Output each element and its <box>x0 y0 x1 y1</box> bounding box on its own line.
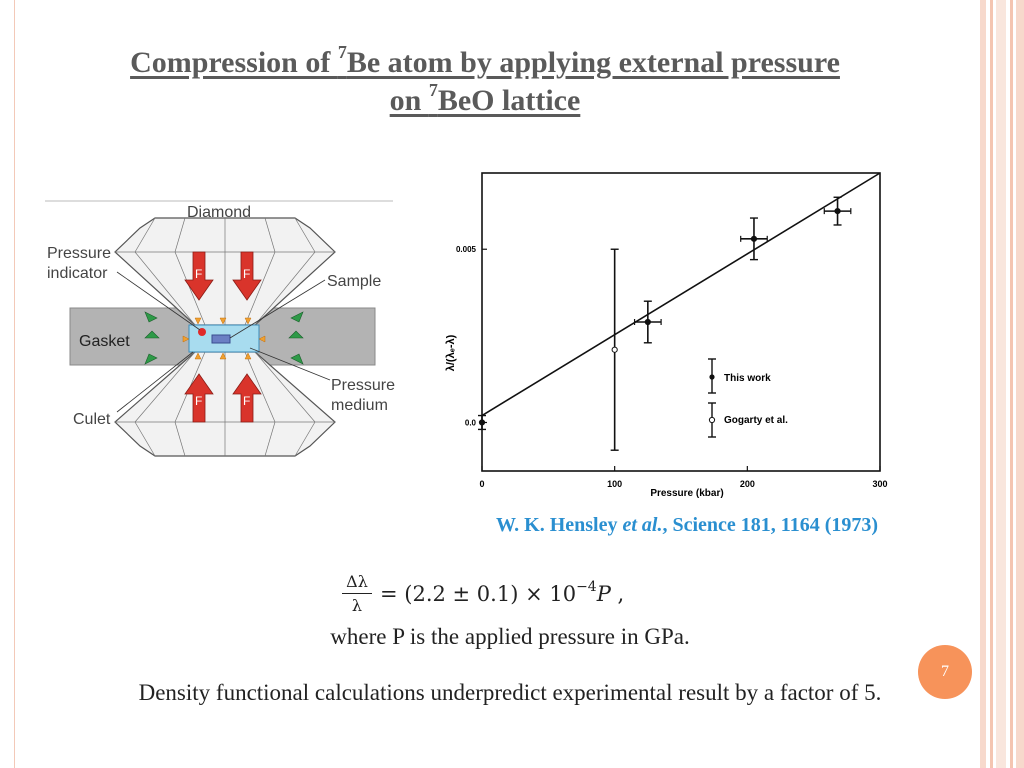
label-sample: Sample <box>327 273 381 290</box>
fraction-numerator: Δλ <box>346 572 368 591</box>
legend-marker-gogarty <box>708 416 716 424</box>
x-tick-label: 300 <box>872 479 887 489</box>
force-arrows <box>184 251 262 423</box>
force-label: F <box>243 394 250 408</box>
label-pressure-indicator: indicator <box>47 265 108 282</box>
point-marker <box>750 235 758 242</box>
label-diamond: Diamond <box>187 204 251 221</box>
formula-rhs: = (2.2 ± 0.1) × 10−4P , <box>380 579 625 606</box>
dft-note: Density functional calculations underpre… <box>138 680 882 705</box>
point-marker <box>478 419 486 426</box>
slide-title: Compression of 7Be atom by applying exte… <box>130 42 840 117</box>
fraction: Δλ λ <box>340 572 374 615</box>
formula-explanation: where P is the applied pressure in GPa. <box>330 624 690 649</box>
page-number-badge: 7 <box>918 645 972 699</box>
force-label: F <box>195 267 202 281</box>
y-tick-label: 0.005 <box>456 245 477 254</box>
fraction-denominator: λ <box>351 596 363 615</box>
plot-frame <box>481 172 881 472</box>
formula: Δλ λ = (2.2 ± 0.1) × 10−4P , <box>280 568 740 632</box>
x-tick-label: 200 <box>740 479 755 489</box>
decorative-stripes <box>980 0 1024 768</box>
legend-label-gogarty: Gogarty et al. <box>724 415 788 426</box>
diamond-anvil-cell-diagram: F F F F Diamond Pressure indicator Sampl… <box>45 190 395 460</box>
data-point <box>823 196 852 226</box>
pressure-chart: 0 100 200 300 0.0 0.005 Pressure (kbar) λ/(λ… <box>442 163 892 503</box>
data-point <box>633 300 662 344</box>
force-label: F <box>243 267 250 281</box>
data-point <box>610 248 619 451</box>
x-tick-label: 100 <box>607 479 622 489</box>
point-marker <box>834 208 841 215</box>
legend-marker-this-work <box>709 374 715 380</box>
x-axis-label: Pressure (kbar) <box>650 488 723 499</box>
y-tick-label: 0.0 <box>465 418 477 427</box>
label-culet: Culet <box>73 411 111 428</box>
label-gasket: Gasket <box>79 333 130 350</box>
data-point <box>478 414 486 431</box>
y-axis-label: λ/(λₑ-λ) <box>445 334 457 371</box>
fit-line <box>481 172 881 417</box>
data-point <box>740 217 768 261</box>
point-marker <box>644 318 651 326</box>
citation: W. K. Hensley et al., Science 181, 1164 … <box>495 514 879 536</box>
sample <box>211 334 231 344</box>
legend-label-this-work: This work <box>724 373 771 384</box>
label-pressure-medium: medium <box>331 397 388 414</box>
label-pressure-medium: Pressure <box>331 377 395 394</box>
label-pressure-indicator: Pressure <box>47 245 111 262</box>
legend: This work Gogarty et al. <box>708 358 788 438</box>
point-marker <box>611 346 618 353</box>
force-label: F <box>195 394 202 408</box>
x-tick-label: 0 <box>479 479 484 489</box>
